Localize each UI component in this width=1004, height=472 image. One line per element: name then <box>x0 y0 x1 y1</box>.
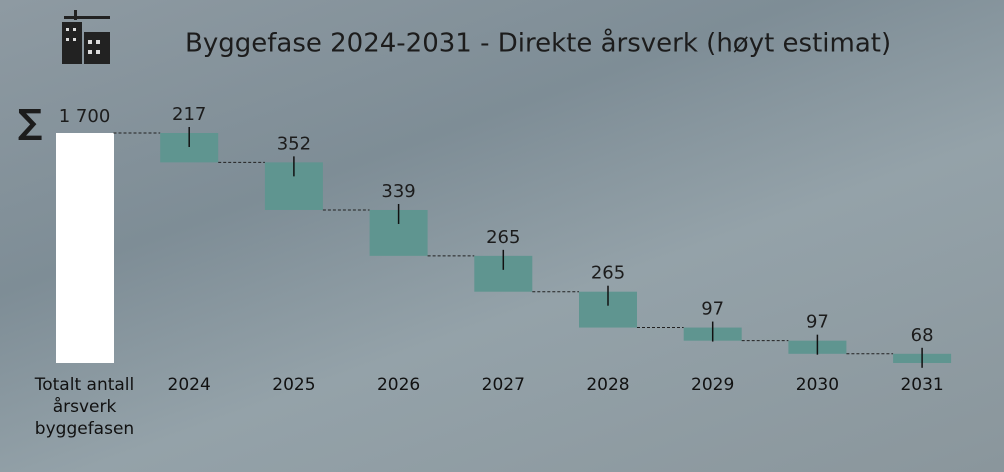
x-tick-label: 2026 <box>376 375 421 395</box>
total-bar <box>56 133 114 363</box>
x-tick-label: 2028 <box>586 375 630 395</box>
total-value-label: 1 700 <box>59 106 111 127</box>
x-tick-label: Totalt antall årsverk byggefasen <box>34 375 135 439</box>
value-label: 97 <box>701 299 724 320</box>
x-tick-label: 2027 <box>481 375 525 395</box>
value-label: 339 <box>381 181 415 202</box>
x-tick-label: 2031 <box>900 375 944 395</box>
value-label: 68 <box>911 325 934 346</box>
x-tick-label: 2024 <box>167 375 211 395</box>
building-icon <box>62 10 110 64</box>
total-symbol: ∑ <box>18 103 42 143</box>
value-label: 265 <box>591 263 625 284</box>
value-label: 97 <box>806 312 829 333</box>
x-tick-label: 2029 <box>691 375 735 395</box>
chart-title: Byggefase 2024-2031 - Direkte årsverk (h… <box>185 28 891 59</box>
value-label: 352 <box>277 133 311 154</box>
value-label: 265 <box>486 227 520 248</box>
x-tick-label: 2025 <box>272 375 316 395</box>
value-label: 217 <box>172 104 206 125</box>
x-tick-label: 2030 <box>795 375 840 395</box>
